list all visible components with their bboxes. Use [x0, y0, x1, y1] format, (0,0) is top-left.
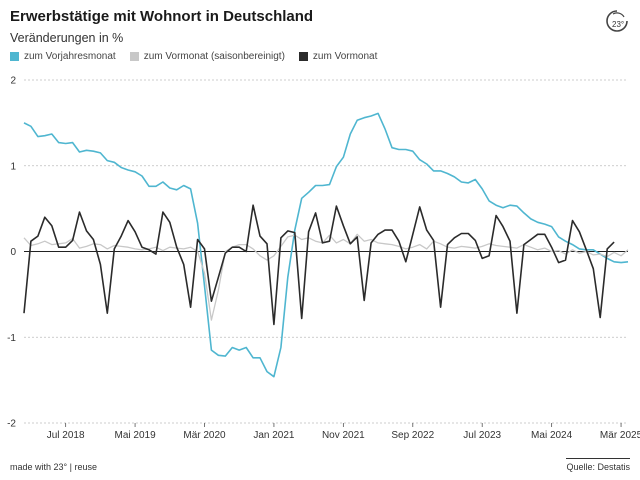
- legend-label-vormonat: zum Vormonat: [312, 51, 378, 62]
- legend-label-vormonat-saisonbereinigt: zum Vormonat (saisonbereinigt): [143, 51, 285, 62]
- x-tick-label: Mai 2019: [115, 430, 157, 441]
- legend-swatch-vormonat: [298, 52, 308, 61]
- legend-label-vorjahresmonat: zum Vorjahresmonat: [24, 51, 116, 62]
- y-tick-label: 0: [10, 247, 16, 258]
- x-tick-label: Mär 2025: [600, 430, 640, 441]
- x-tick-label: Nov 2021: [322, 430, 365, 441]
- x-tick-label: Jul 2023: [463, 430, 501, 441]
- x-tick-label: Mai 2024: [531, 430, 573, 441]
- y-tick-label: 2: [10, 76, 16, 87]
- chart-legend: zum Vorjahresmonat zum Vormonat (saisonb…: [10, 51, 377, 62]
- y-tick-label: 1: [10, 161, 16, 172]
- x-tick-label: Jul 2018: [47, 430, 85, 441]
- 23-degrees-logo-icon: 23°: [606, 10, 628, 32]
- chart-subtitle: Veränderungen in %: [10, 31, 124, 45]
- legend-swatch-vorjahresmonat: [10, 52, 19, 61]
- footer-credit[interactable]: made with 23° | reuse: [10, 462, 97, 472]
- series-line-vorjahresmonat: [23, 112, 629, 378]
- line-chart: 2 1 0 -1 -2 Jul 2018 Mai 2019 Mär 2020 Jan 2021 N…: [7, 76, 640, 442]
- x-tick-label: Sep 2022: [391, 430, 434, 441]
- legend-item-vormonat[interactable]: zum Vormonat: [298, 51, 378, 62]
- x-tick-label: Jan 2021: [253, 430, 295, 441]
- y-tick-label: -1: [7, 333, 16, 344]
- y-tick-label: -2: [7, 419, 16, 430]
- series-line-vormonat: [23, 204, 615, 326]
- footer-divider: [566, 458, 630, 459]
- logo-text: 23°: [612, 20, 624, 29]
- series-line-vormonat-saisonbereinigt: [23, 233, 629, 321]
- footer-source: Quelle: Destatis: [566, 462, 630, 472]
- legend-swatch-vormonat-saisonbereinigt: [129, 52, 139, 61]
- legend-item-vormonat-saisonbereinigt[interactable]: zum Vormonat (saisonbereinigt): [129, 51, 285, 62]
- x-tick-label: Mär 2020: [183, 430, 226, 441]
- chart-title: Erwerbstätige mit Wohnort in Deutschland: [10, 8, 314, 25]
- legend-item-vorjahresmonat[interactable]: zum Vorjahresmonat: [10, 51, 116, 62]
